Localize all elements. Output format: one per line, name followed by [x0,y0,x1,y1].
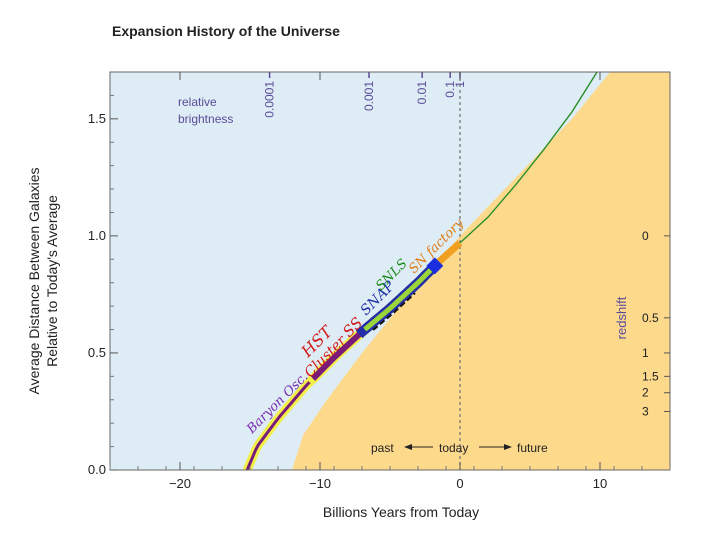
y-axis-label-line2: Relative to Today's Average [44,195,60,367]
x-tick-label-0: −20 [169,476,191,491]
past-label: past [371,441,394,455]
past-arrow-head [404,444,412,450]
baryon-band [245,377,315,470]
brightness-tick-label-2: 0.01 [415,81,429,105]
brightness-tick-label-3: 0.1 [443,81,457,98]
x-tick-label-3: 10 [593,476,607,491]
brightness-tick-label-0: 0.0001 [263,81,277,118]
redshift-tick-label-2: 1 [642,346,649,360]
brightness-label-line1: relative [178,95,217,109]
future-label: future [517,441,548,455]
decelerating-region [292,72,670,470]
brightness-tick-label-1: 0.001 [362,81,376,111]
today-label: today [439,441,468,455]
redshift-label: redshift [614,296,629,339]
ss-band [372,292,416,331]
redshift-scale: 0 0.5 1 1.5 2 3 redshift [614,229,670,418]
redshift-tick-label-1: 0.5 [642,311,659,325]
brightness-label-line2: brightness [178,112,233,126]
y-tick-label-2: 1.0 [88,228,106,243]
chart-title: Expansion History of the Universe [112,23,340,39]
redshift-tick-label-0: 0 [642,229,649,243]
y-tick-label-0: 0.0 [88,462,106,477]
redshift-tick-label-4: 2 [642,386,649,400]
time-arrow: past today future [371,441,548,455]
x-tick-label-1: −10 [309,476,331,491]
redshift-tick-label-3: 1.5 [642,369,659,383]
y-tick-label-3: 1.5 [88,111,106,126]
axes: −20 −10 0 100.00.51.01.5 [88,72,671,491]
x-tick-label-2: 0 [456,476,463,491]
x-axis-label: Billions Years from Today [323,504,479,520]
redshift-tick-label-5: 3 [642,404,649,418]
y-axis-label-line1: Average Distance Between Galaxies [26,168,42,395]
future-arrow-head [504,444,512,450]
snap-endpoint-marker [426,257,444,275]
brightness-scale: 0.0001 0.001 0.01 0.11 [263,72,467,118]
snls-band [363,264,437,332]
survey-segments [242,240,463,470]
y-tick-label-1: 0.5 [88,345,106,360]
brightness-tick-label-4: 1 [453,81,467,88]
